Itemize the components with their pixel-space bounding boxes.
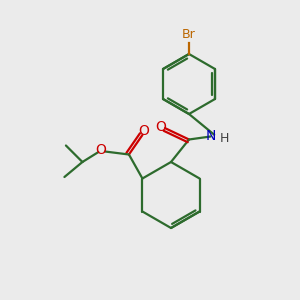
Text: O: O — [139, 124, 149, 138]
Text: O: O — [95, 143, 106, 157]
Text: H: H — [219, 131, 229, 145]
Text: Br: Br — [182, 28, 196, 41]
Text: O: O — [155, 120, 166, 134]
Text: N: N — [206, 129, 216, 143]
